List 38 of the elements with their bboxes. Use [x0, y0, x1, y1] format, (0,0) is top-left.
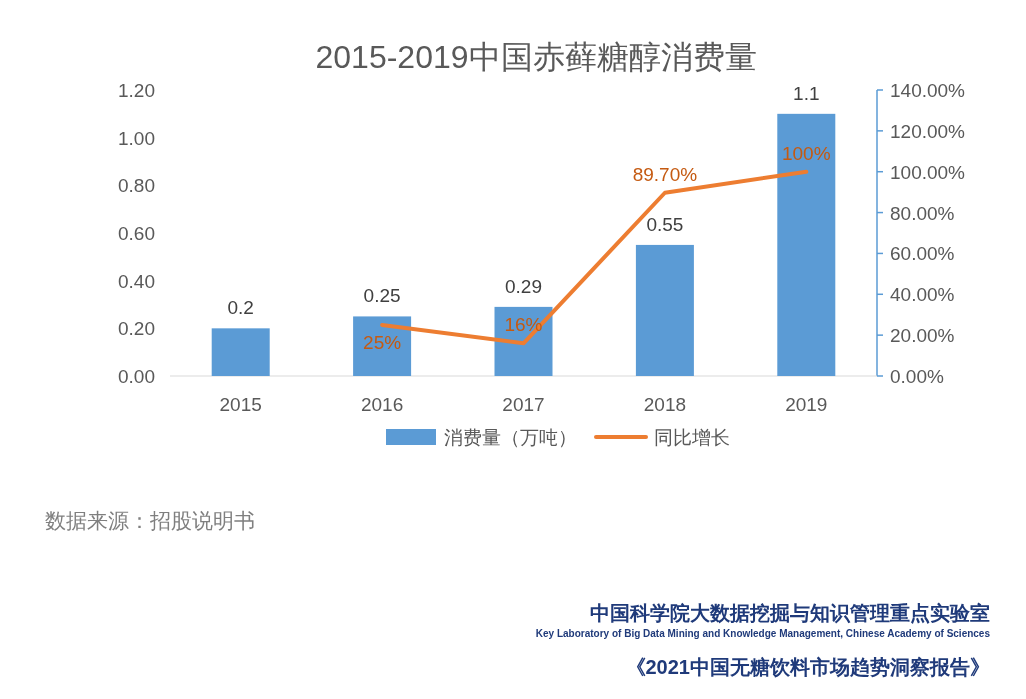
legend-label: 消费量（万吨）: [444, 427, 577, 448]
data-label: 1.1: [793, 82, 820, 104]
y2-tick-label: 0.00%: [890, 366, 944, 387]
data-label: 0.29: [505, 275, 542, 297]
y-tick-label: 0.60: [118, 223, 155, 244]
data-label: 25%: [363, 331, 402, 353]
annotation: 《2021中国无糖饮料市场趋势洞察报告》: [625, 656, 990, 678]
y2-tick-label: 80.00%: [890, 202, 955, 224]
data-label: 0.25: [363, 285, 401, 307]
bar: [211, 328, 270, 376]
y2-tick-label: 40.00%: [890, 284, 955, 306]
y-tick-label: 0.40: [118, 270, 155, 292]
title: 2015-2019中国赤藓糖醇消费量: [315, 39, 757, 75]
x-tick-label: 2019: [785, 394, 828, 415]
y-tick-label: 1.20: [118, 80, 155, 101]
y2-tick-label: 100.00%: [890, 161, 966, 183]
y-tick-label: 0.20: [118, 318, 155, 340]
y-tick-label: 0.80: [118, 175, 155, 197]
x-tick-label: 2015: [219, 394, 262, 415]
data-label: 89.70%: [632, 163, 698, 185]
data-label: 0.55: [646, 213, 684, 235]
annotation: Key Laboratory of Big Data Mining and Knowledge Management, Chinese Academy of Sciences: [535, 628, 990, 639]
annotation: 中国科学院大数据挖掘与知识管理重点实验室: [590, 602, 990, 624]
y2-tick-label: 60.00%: [890, 243, 955, 265]
y2-tick-label: 20.00%: [890, 325, 955, 347]
x-tick-label: 2018: [643, 394, 687, 415]
x-tick-label: 2016: [360, 394, 404, 415]
y-tick-label: 1.00: [118, 127, 155, 149]
legend-label: 同比增长: [654, 427, 730, 448]
bar: [777, 113, 836, 376]
annotation: 数据来源：招股说明书: [45, 509, 255, 532]
y2-tick-label: 120.00%: [890, 120, 966, 142]
data-label: 100%: [782, 142, 831, 164]
bar: [635, 244, 694, 376]
y2-tick-label: 140.00%: [890, 80, 966, 101]
y-tick-label: 0.00: [118, 366, 155, 387]
data-label: 0.2: [227, 297, 254, 319]
x-tick-label: 2017: [502, 394, 545, 415]
